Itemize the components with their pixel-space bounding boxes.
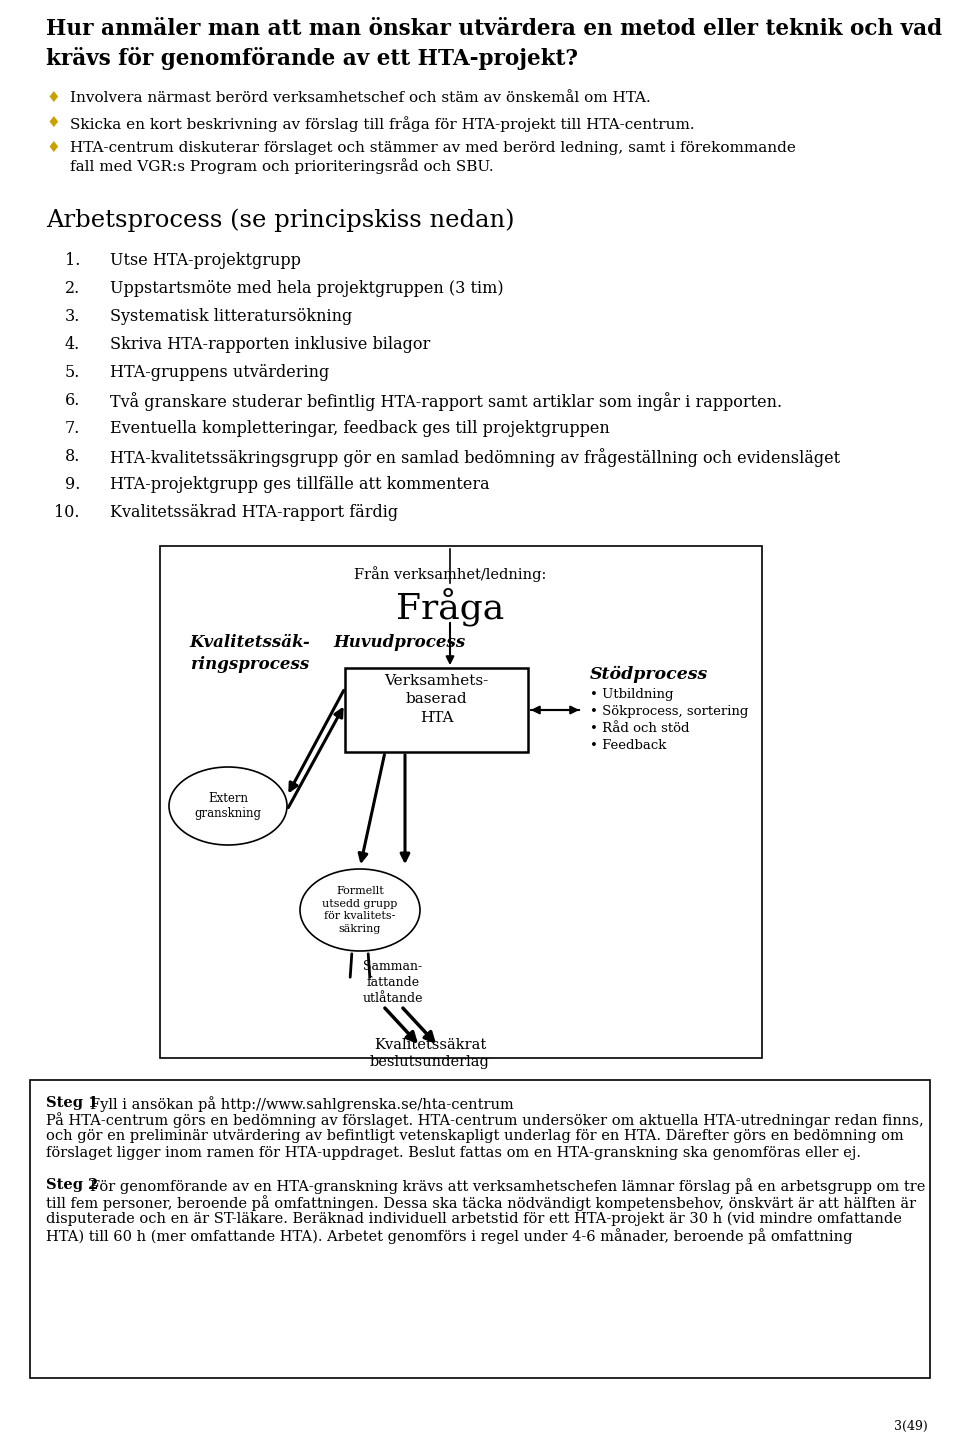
Text: 5.: 5. (64, 363, 80, 381)
Text: förslaget ligger inom ramen för HTA-uppdraget. Beslut fattas om en HTA-gransknin: förslaget ligger inom ramen för HTA-uppd… (46, 1146, 861, 1159)
Text: Fråga: Fråga (396, 587, 504, 626)
Text: 3.: 3. (64, 307, 80, 325)
Text: Samman-
fattande
utlåtande: Samman- fattande utlåtande (363, 961, 423, 1005)
Text: Kvalitetssäkrad HTA-rapport färdig: Kvalitetssäkrad HTA-rapport färdig (110, 504, 398, 521)
Text: • Sökprocess, sortering: • Sökprocess, sortering (590, 705, 749, 718)
Text: Skicka en kort beskrivning av förslag till fråga för HTA-projekt till HTA-centru: Skicka en kort beskrivning av förslag ti… (70, 116, 695, 132)
Text: Två granskare studerar befintlig HTA-rapport samt artiklar som ingår i rapporten: Två granskare studerar befintlig HTA-rap… (110, 392, 782, 411)
Text: • Utbildning: • Utbildning (590, 688, 674, 701)
Text: Skriva HTA-rapporten inklusive bilagor: Skriva HTA-rapporten inklusive bilagor (110, 336, 430, 353)
Text: till fem personer, beroende på omfattningen. Dessa ska täcka nödvändigt kompeten: till fem personer, beroende på omfattnin… (46, 1195, 916, 1211)
Text: Arbetsprocess (se principskiss nedan): Arbetsprocess (se principskiss nedan) (46, 208, 515, 231)
Text: Verksamhets-
baserad
HTA: Verksamhets- baserad HTA (384, 673, 489, 725)
Text: Utse HTA-projektgrupp: Utse HTA-projektgrupp (110, 251, 300, 269)
Text: • Feedback: • Feedback (590, 740, 666, 752)
Text: disputerade och en är ST-läkare. Beräknad individuell arbetstid för ett HTA-proj: disputerade och en är ST-läkare. Beräkna… (46, 1212, 901, 1226)
Text: Hur anmäler man att man önskar utvärdera en metod eller teknik och vad: Hur anmäler man att man önskar utvärdera… (46, 19, 942, 40)
Text: HTA-centrum diskuterar förslaget och stämmer av med berörd ledning, samt i förek: HTA-centrum diskuterar förslaget och stä… (70, 141, 796, 155)
Text: 10.: 10. (55, 504, 80, 521)
Text: krävs för genomförande av ett HTA-projekt?: krävs för genomförande av ett HTA-projek… (46, 47, 578, 70)
Text: ♦: ♦ (46, 141, 60, 155)
Text: ♦: ♦ (46, 116, 60, 131)
Text: Kvalitetssäkrat
beslutsunderlag: Kvalitetssäkrat beslutsunderlag (370, 1038, 490, 1070)
Text: På HTA-centrum görs en bedömning av förslaget. HTA-centrum undersöker om aktuell: På HTA-centrum görs en bedömning av förs… (46, 1113, 924, 1129)
Text: 6.: 6. (64, 392, 80, 409)
Text: ♦: ♦ (46, 90, 60, 105)
Text: 9.: 9. (64, 475, 80, 493)
Text: Kvalitetssäk-
ringsprocess: Kvalitetssäk- ringsprocess (190, 635, 310, 673)
Text: Involvera närmast berörd verksamhetschef och stäm av önskemål om HTA.: Involvera närmast berörd verksamhetschef… (70, 90, 651, 105)
Text: 8.: 8. (64, 448, 80, 465)
Text: 1.: 1. (64, 251, 80, 269)
Text: Extern
granskning: Extern granskning (195, 791, 261, 820)
Bar (345, 668, 528, 752)
Text: Från verksamhet/ledning:: Från verksamhet/ledning: (354, 566, 546, 582)
Text: Fyll i ansökan på http://www.sahlgrenska.se/hta-centrum: Fyll i ansökan på http://www.sahlgrenska… (90, 1096, 514, 1111)
Ellipse shape (300, 869, 420, 951)
Text: HTA-projektgrupp ges tillfälle att kommentera: HTA-projektgrupp ges tillfälle att komme… (110, 475, 490, 493)
Text: HTA-kvalitetssäkringsgrupp gör en samlad bedömning av frågeställning och evidens: HTA-kvalitetssäkringsgrupp gör en samlad… (110, 448, 840, 467)
Text: Eventuella kompletteringar, feedback ges till projektgruppen: Eventuella kompletteringar, feedback ges… (110, 419, 610, 437)
Bar (30, 1080, 930, 1379)
Text: Huvudprocess: Huvudprocess (334, 635, 467, 651)
Text: 4.: 4. (64, 336, 80, 353)
Text: Systematisk litteratursökning: Systematisk litteratursökning (110, 307, 352, 325)
Text: • Råd och stöd: • Råd och stöd (590, 722, 689, 735)
Text: Stödprocess: Stödprocess (590, 666, 708, 684)
Text: Steg 2: Steg 2 (46, 1179, 98, 1192)
Text: För genomförande av en HTA-granskning krävs att verksamhetschefen lämnar förslag: För genomförande av en HTA-granskning kr… (90, 1179, 925, 1195)
Text: 3(49): 3(49) (895, 1420, 928, 1433)
Text: Uppstartsmöte med hela projektgruppen (3 tim): Uppstartsmöte med hela projektgruppen (3… (110, 280, 504, 297)
Text: Formellt
utsedd grupp
för kvalitets-
säkring: Formellt utsedd grupp för kvalitets- säk… (323, 886, 397, 933)
Text: Steg 1: Steg 1 (46, 1096, 98, 1110)
Text: HTA) till 60 h (mer omfattande HTA). Arbetet genomförs i regel under 4-6 månader: HTA) till 60 h (mer omfattande HTA). Arb… (46, 1228, 852, 1244)
Text: fall med VGR:s Program och prioriteringsråd och SBU.: fall med VGR:s Program och prioriterings… (70, 158, 493, 174)
Text: HTA-gruppens utvärdering: HTA-gruppens utvärdering (110, 363, 329, 381)
Bar (160, 546, 762, 1058)
Text: 7.: 7. (64, 419, 80, 437)
Ellipse shape (169, 767, 287, 844)
Text: och gör en preliminär utvärdering av befintligt vetenskapligt underlag för en HT: och gör en preliminär utvärdering av bef… (46, 1129, 903, 1143)
Text: 2.: 2. (64, 280, 80, 297)
